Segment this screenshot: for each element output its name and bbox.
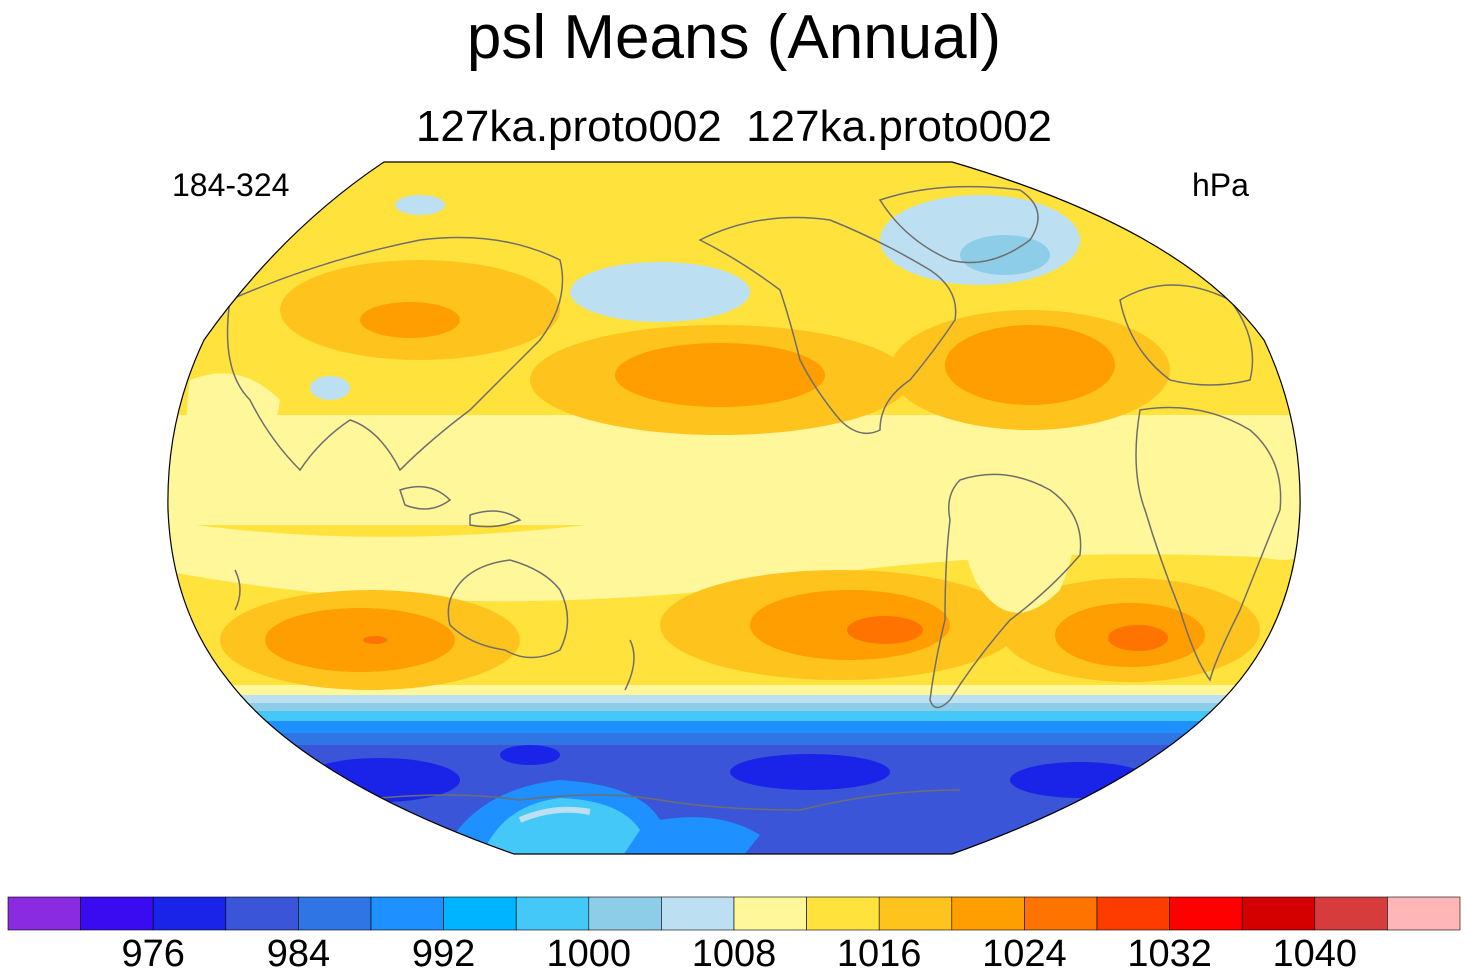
- colorbar-tick-label: 1032: [1127, 933, 1212, 975]
- colorbar-box: [7, 896, 81, 931]
- time-range-label: 184-324: [172, 167, 290, 203]
- units-label: hPa: [1192, 167, 1249, 203]
- colorbar-box: [1096, 896, 1170, 931]
- colorbar-box: [878, 896, 953, 931]
- colorbar-box: [1241, 896, 1316, 931]
- colorbar-box: [298, 896, 372, 931]
- colorbar-box: [951, 896, 1025, 931]
- colorbar-box: [443, 896, 517, 931]
- colorbar-box: [225, 896, 299, 931]
- colorbar-tick-label: 1040: [1272, 933, 1358, 975]
- colorbar-box: [1387, 896, 1461, 931]
- colorbar-box: [515, 896, 590, 931]
- colorbar-box: [806, 896, 880, 931]
- colorbar-box: [80, 896, 154, 931]
- colorbar-tick-label: 1000: [546, 933, 632, 975]
- plot-title: psl Means (Annual): [466, 3, 1002, 72]
- colorbar-box: [370, 896, 444, 931]
- colorbar-tick-label: 992: [411, 933, 476, 975]
- colorbar-tick-label: 984: [266, 933, 331, 975]
- colorbar-box: [1024, 896, 1098, 931]
- colorbar-box: [661, 896, 735, 931]
- pressure-field: [167, 162, 1301, 854]
- colorbar-box: [1169, 896, 1243, 931]
- map-border: [167, 161, 1301, 855]
- coastlines: [226, 185, 1282, 811]
- colorbar-tick-label: 1016: [836, 933, 922, 975]
- colorbar-box: [1314, 896, 1388, 931]
- colorbar-tick-label: 1024: [982, 933, 1067, 975]
- colorbar-tick-label: 1008: [691, 933, 777, 975]
- colorbar-box: [588, 896, 662, 931]
- colorbar-tick-label: 976: [121, 933, 185, 975]
- world-map: [167, 161, 1301, 855]
- colorbar-box: [733, 896, 807, 931]
- plot-subtitle: 127ka.proto002 127ka.proto002: [415, 102, 1053, 151]
- colorbar-boxes: [7, 896, 1461, 931]
- colorbar-box: [152, 896, 227, 931]
